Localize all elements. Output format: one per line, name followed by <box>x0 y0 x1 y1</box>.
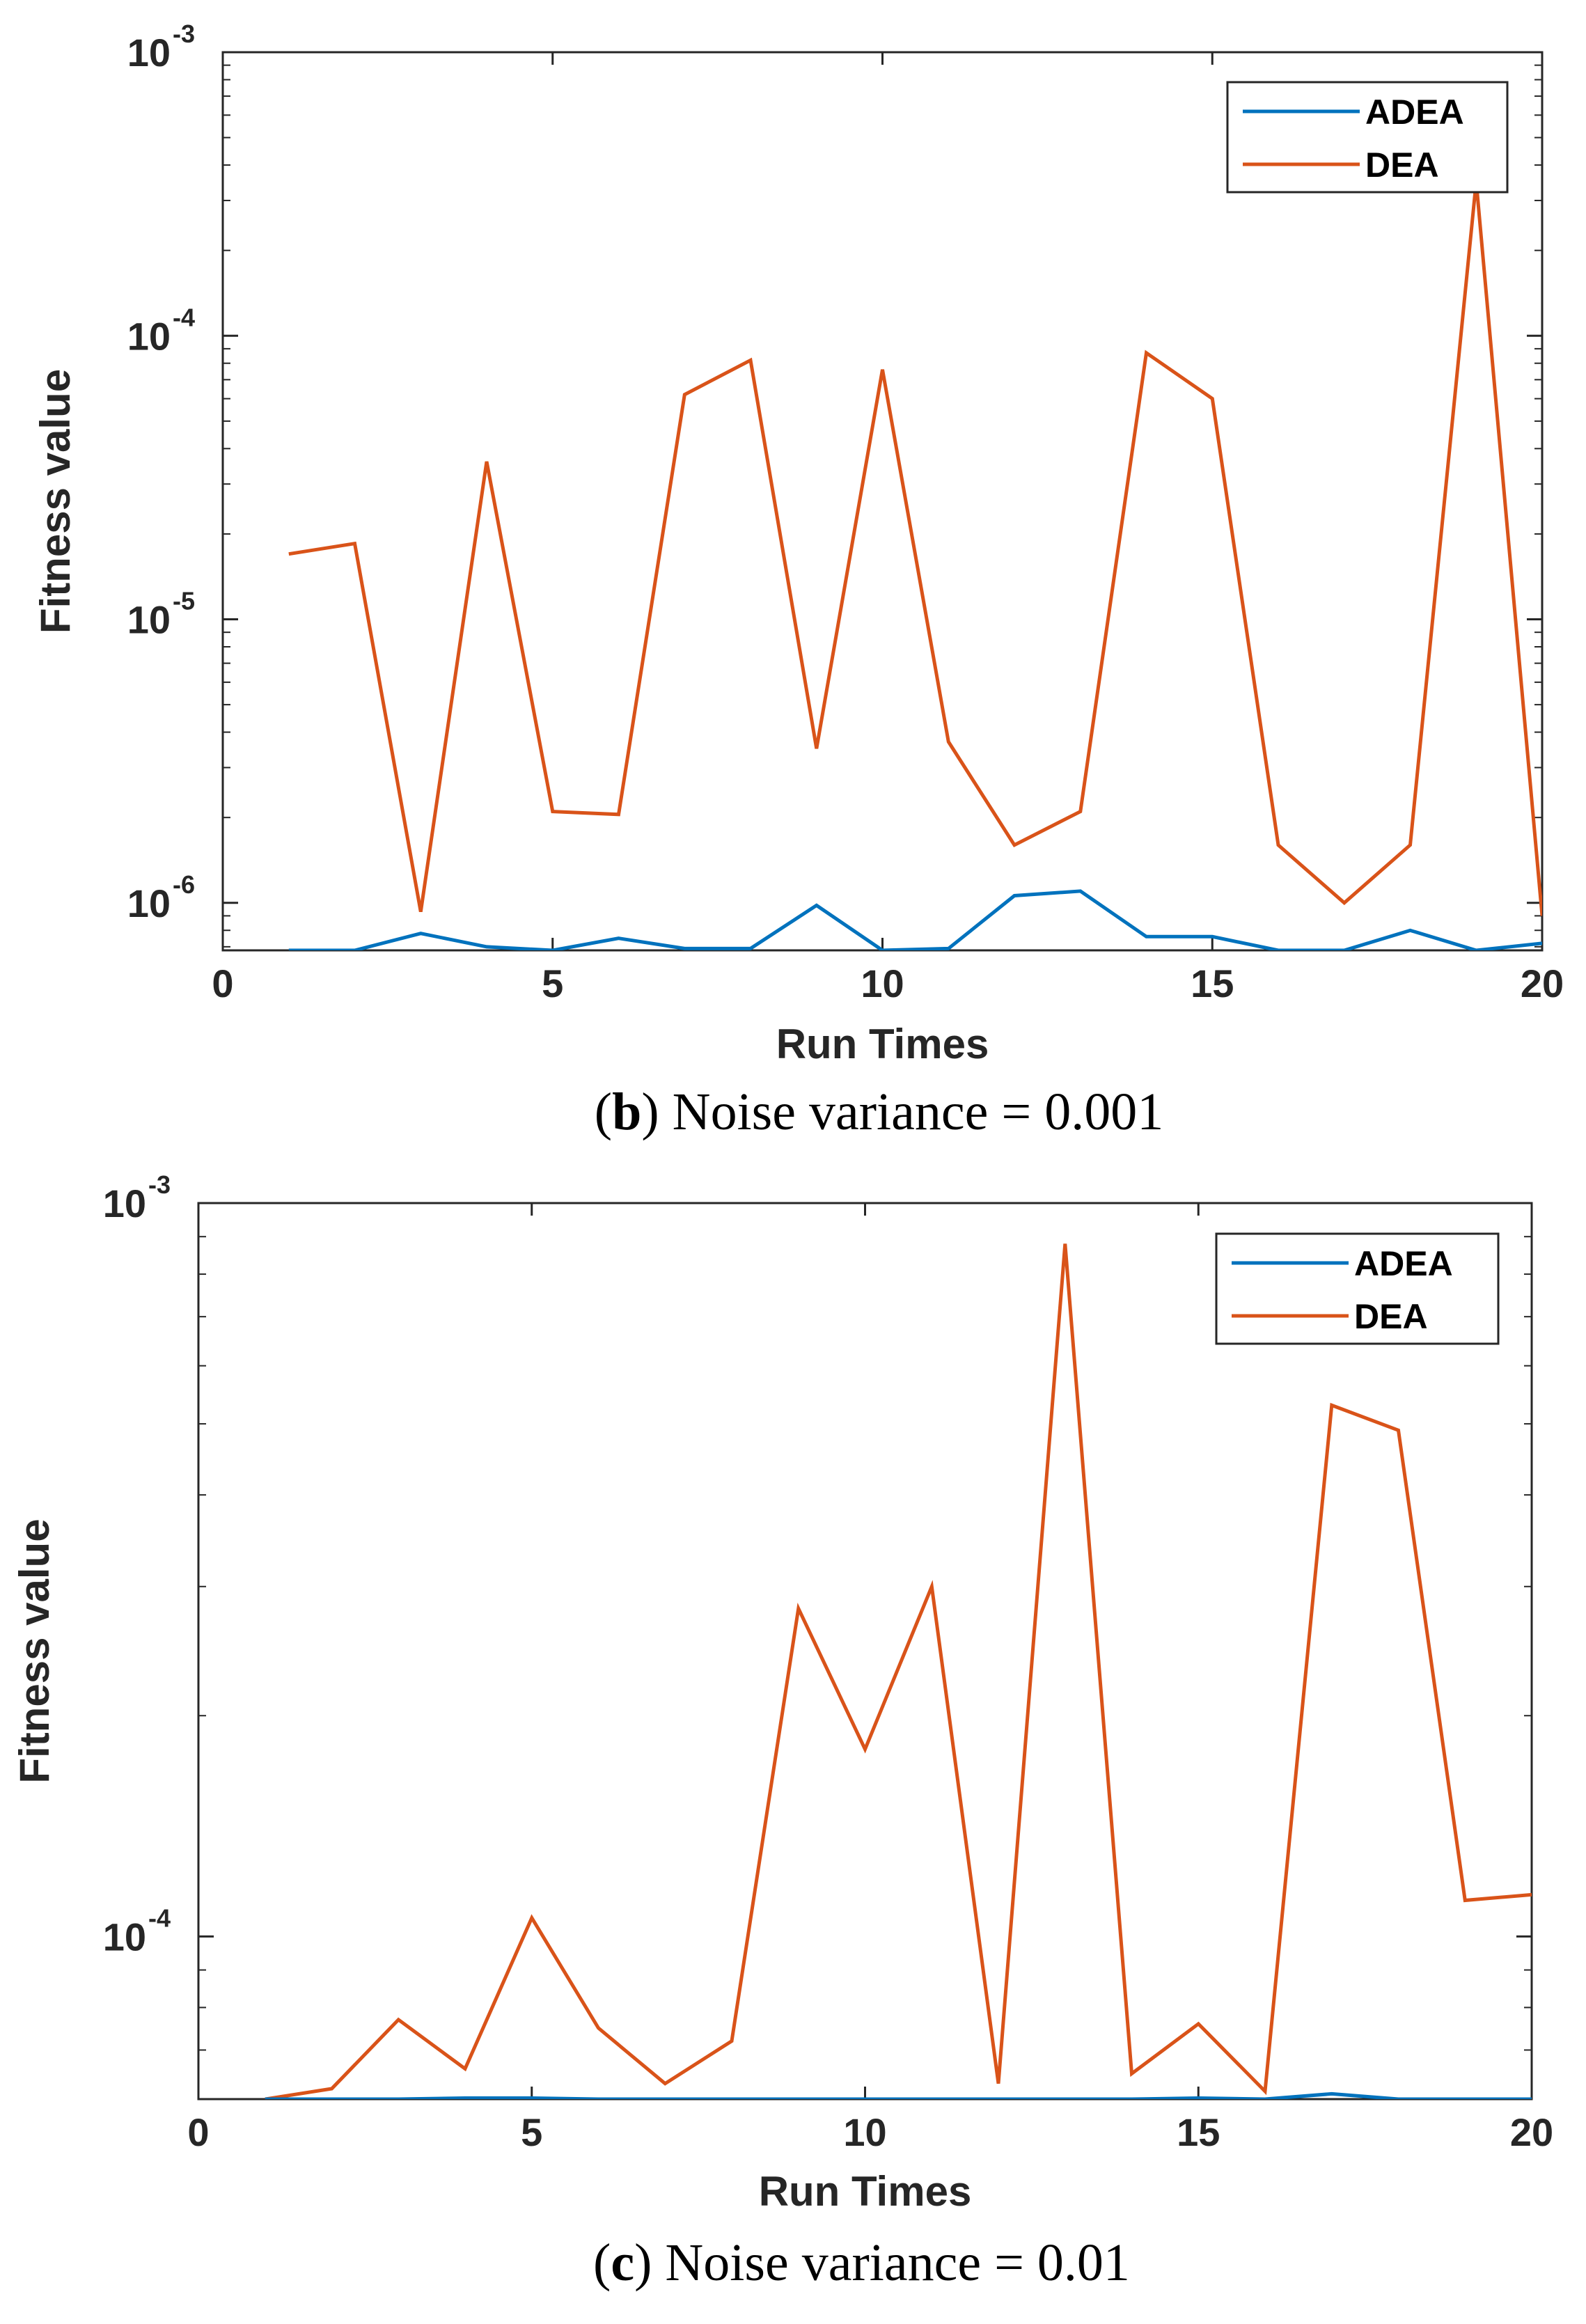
x-tick-label: 10 <box>861 961 904 1005</box>
figure-caption: (c) Noise variance = 0.01 <box>593 2233 1130 2292</box>
series-line-adea <box>288 889 1542 950</box>
series-line-adea <box>265 2091 1532 2099</box>
y-axis-title: Fitness value <box>11 1518 58 1783</box>
legend-box <box>1215 1232 1500 1345</box>
y-tick-exponent: -6 <box>173 870 195 899</box>
x-tick-label: 5 <box>521 2110 542 2154</box>
y-tick-exponent: -3 <box>173 19 195 48</box>
figure-caption: (b) Noise variance = 0.001 <box>595 1083 1163 1141</box>
x-tick-label: 0 <box>212 961 233 1005</box>
y-tick-label: 10 <box>103 1181 146 1225</box>
y-tick-label: 10 <box>127 31 171 74</box>
series-group <box>288 181 1542 950</box>
y-tick-exponent: -5 <box>173 587 195 615</box>
x-axis-title: Run Times <box>759 2168 972 2215</box>
x-tick-label: 10 <box>843 2110 886 2154</box>
y-tick-exponent: -4 <box>148 1903 171 1932</box>
legend-box <box>1226 81 1509 194</box>
x-tick-label: 5 <box>542 961 563 1005</box>
y-tick-label: 10 <box>127 598 171 642</box>
series-line-dea <box>288 181 1542 916</box>
x-tick-label: 15 <box>1191 961 1234 1005</box>
y-tick-exponent: -3 <box>148 1170 171 1199</box>
plot-frame <box>221 51 1544 952</box>
x-tick-label: 15 <box>1177 2110 1220 2154</box>
y-tick-label: 10 <box>127 881 171 925</box>
y-tick-exponent: -4 <box>173 303 195 331</box>
legend-label: ADEA <box>1365 93 1464 132</box>
x-tick-label: 0 <box>187 2110 209 2154</box>
legend-label: ADEA <box>1354 1244 1453 1283</box>
series-group <box>265 1243 1532 2099</box>
x-axis-title: Run Times <box>776 1021 989 1067</box>
legend: ADEA DEA <box>1226 81 1509 194</box>
y-axis-title: Fitness value <box>32 369 79 634</box>
legend: ADEA DEA <box>1215 1232 1500 1345</box>
y-tick-label: 10 <box>103 1915 146 1958</box>
legend-label: DEA <box>1354 1297 1428 1336</box>
legend-label: DEA <box>1365 146 1439 184</box>
series-line-dea <box>265 1243 1532 2099</box>
x-tick-label: 20 <box>1510 2110 1553 2154</box>
y-tick-label: 10 <box>127 314 171 358</box>
x-tick-label: 20 <box>1521 961 1564 1005</box>
